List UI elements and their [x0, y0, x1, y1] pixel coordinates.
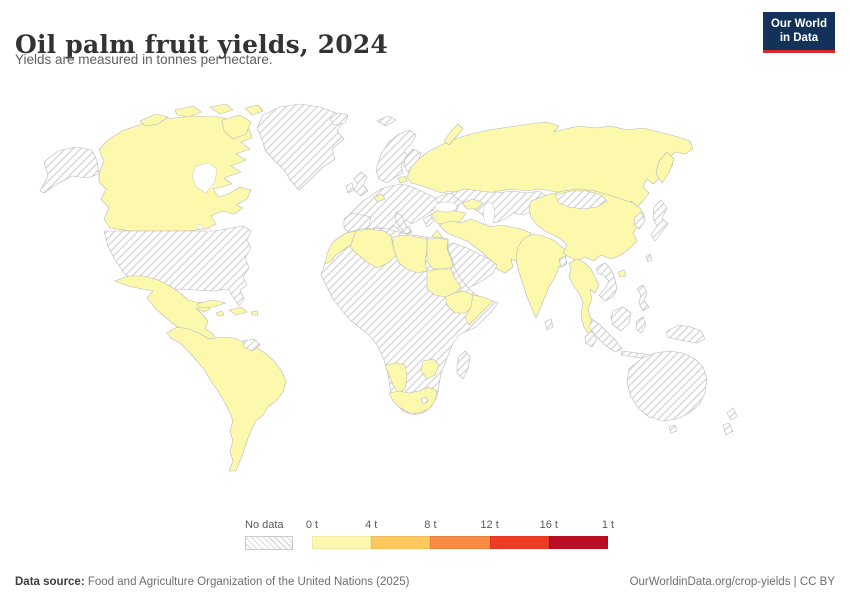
region-tasmania[interactable] — [668, 424, 678, 434]
region-jamaica[interactable] — [215, 310, 225, 317]
region-iceland[interactable] — [329, 112, 349, 126]
region-mongolia[interactable] — [554, 190, 608, 210]
region-baffin-island[interactable] — [221, 114, 252, 140]
legend-bin[interactable] — [548, 536, 609, 549]
footer: Data source: Food and Agriculture Organi… — [15, 576, 835, 588]
region-kamchatka[interactable] — [655, 151, 675, 184]
region-arctic-island[interactable] — [244, 104, 264, 116]
region-malaysia[interactable] — [584, 330, 598, 348]
region-arctic-island[interactable] — [209, 103, 234, 115]
region-namibia[interactable] — [384, 362, 408, 394]
region-svalbard[interactable] — [376, 115, 397, 127]
region-egypt[interactable] — [426, 237, 454, 270]
footer-right: OurWorldinData.org/crop-yields | CC BY — [630, 576, 835, 588]
legend-tick-label: 4 t — [365, 519, 378, 531]
region-australia[interactable] — [626, 350, 708, 422]
region-taiwan[interactable] — [645, 253, 653, 263]
great-lakes — [196, 224, 204, 230]
page-subtitle: Yields are measured in tonnes per hectar… — [15, 52, 273, 67]
legend-tick-label: 8 t — [424, 519, 437, 531]
owid-logo-line2: in Data — [779, 32, 819, 45]
legend-ticks: 0 t 4 t 8 t 12 t 16 t 1 t — [306, 519, 614, 532]
legend-bin[interactable] — [371, 536, 431, 549]
region-morocco[interactable] — [324, 230, 362, 265]
region-ireland[interactable] — [345, 182, 355, 194]
region-new-guinea[interactable] — [666, 324, 706, 344]
legend-bin[interactable] — [312, 536, 372, 549]
region-indochina[interactable] — [596, 262, 618, 302]
region-novaya-zemlya[interactable] — [443, 123, 464, 146]
legend-no-data-label: No data — [245, 519, 284, 531]
footer-separator: | — [790, 576, 800, 588]
region-arctic-island[interactable] — [174, 105, 202, 118]
region-korea[interactable] — [633, 211, 646, 230]
region-puerto-rico[interactable] — [250, 310, 259, 316]
region-somalia[interactable] — [464, 294, 494, 326]
region-myanmar-thailand[interactable] — [568, 258, 600, 336]
black-sea — [434, 201, 458, 213]
legend-bar — [312, 536, 609, 549]
owid-logo-line1: Our World — [770, 18, 827, 30]
region-borneo[interactable] — [610, 306, 632, 332]
legend-tick-label: 16 t — [539, 519, 558, 531]
region-new-zealand[interactable] — [726, 407, 738, 421]
region-scandinavia[interactable] — [375, 129, 417, 184]
region-japan[interactable] — [650, 199, 669, 242]
data-source-label: Data source: — [15, 576, 85, 588]
region-sri-lanka[interactable] — [544, 318, 554, 331]
footer-license[interactable]: CC BY — [799, 576, 835, 588]
legend-tick-label: 12 t — [480, 519, 499, 531]
region-africa-no-data[interactable] — [320, 227, 499, 416]
legend-no-data-swatch[interactable] — [245, 536, 293, 550]
data-source-text: Food and Agriculture Organization of the… — [84, 576, 410, 588]
region-arctic-island[interactable] — [139, 113, 169, 127]
region-india[interactable] — [515, 233, 568, 319]
legend-tick-label: 1 t — [601, 519, 615, 531]
region-south-america[interactable] — [166, 326, 287, 472]
owid-logo[interactable]: Our World in Data — [762, 12, 835, 53]
region-lesotho[interactable] — [420, 396, 429, 405]
region-algeria[interactable] — [349, 228, 397, 269]
region-sulawesi[interactable] — [635, 316, 647, 334]
region-new-zealand[interactable] — [722, 422, 734, 436]
legend-bin[interactable] — [489, 536, 549, 549]
legend-bin[interactable] — [430, 536, 490, 549]
hudson-bay — [191, 162, 218, 194]
great-lakes — [205, 227, 211, 233]
region-baltic-state[interactable] — [397, 175, 408, 184]
region-caucasus[interactable] — [461, 198, 484, 210]
region-united-kingdom[interactable] — [353, 171, 369, 197]
legend: No data 0 t 4 t 8 t 12 t 16 t 1 t — [245, 519, 614, 552]
data-source: Data source: Food and Agriculture Organi… — [15, 576, 409, 588]
region-hispaniola[interactable] — [228, 306, 248, 316]
region-switzerland[interactable] — [373, 193, 386, 203]
region-south-africa[interactable] — [388, 386, 438, 414]
region-zimbabwe[interactable] — [420, 358, 440, 380]
region-madagascar[interactable] — [456, 350, 471, 380]
caspian-sea — [483, 201, 495, 227]
region-guyanas[interactable] — [242, 338, 261, 352]
region-alaska[interactable] — [39, 146, 100, 194]
region-philippines[interactable] — [636, 284, 650, 312]
region-china[interactable] — [528, 188, 646, 262]
region-greece[interactable] — [422, 214, 435, 228]
region-cuba[interactable] — [196, 299, 227, 309]
region-greenland[interactable] — [256, 103, 345, 191]
legend-tick-label: 0 t — [305, 519, 319, 531]
region-sumatra[interactable] — [588, 318, 623, 353]
page-title: Oil palm fruit yields, 2024 — [15, 29, 389, 59]
region-hainan[interactable] — [617, 269, 627, 278]
footer-link[interactable]: OurWorldinData.org/crop-yields — [629, 576, 791, 588]
region-italy[interactable] — [394, 211, 412, 235]
region-bangladesh[interactable] — [558, 255, 568, 268]
